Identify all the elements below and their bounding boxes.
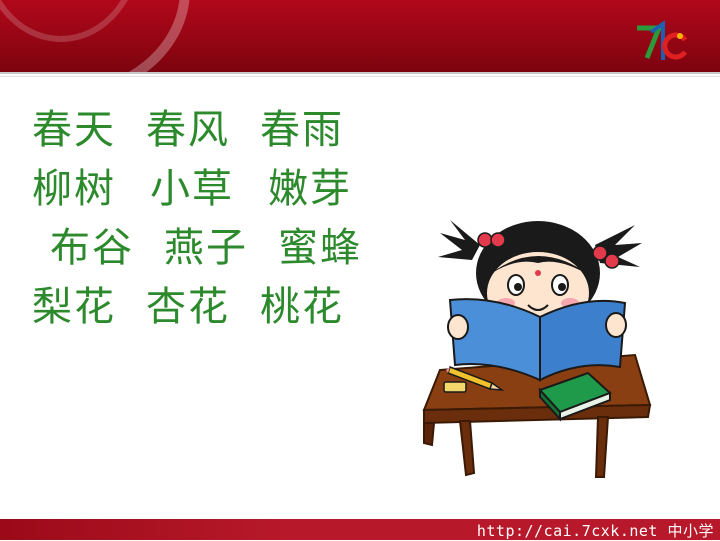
header-divider — [0, 72, 720, 74]
girl-reading-illustration — [422, 220, 652, 478]
header-band — [0, 0, 720, 72]
word-row: 柳树 小草 嫩芽 — [32, 165, 362, 224]
word: 春雨 — [260, 107, 344, 153]
word-row: 梨花 杏花 桃花 — [32, 283, 362, 342]
word: 春风 — [146, 107, 230, 153]
word: 小草 — [150, 166, 234, 212]
eraser — [443, 381, 467, 393]
open-book — [447, 298, 627, 382]
green-book — [538, 371, 612, 422]
header-divider-thin — [0, 76, 720, 77]
word: 春天 — [32, 107, 116, 153]
word: 蜜蜂 — [278, 225, 362, 271]
footer-url: http://cai.7cxk.net 中小学 — [476, 522, 714, 540]
hair-bows — [477, 232, 620, 269]
word: 燕子 — [164, 225, 248, 271]
word: 梨花 — [32, 284, 116, 330]
word: 柳树 — [32, 166, 116, 212]
word-row: 春天 春风 春雨 — [32, 106, 362, 165]
word: 布谷 — [50, 225, 134, 271]
pencil — [446, 366, 505, 391]
word: 桃花 — [260, 284, 344, 330]
word: 嫩芽 — [268, 166, 352, 212]
word: 杏花 — [146, 284, 230, 330]
7c-logo — [637, 20, 688, 60]
footer-band: http://cai.7cxk.net 中小学 — [0, 519, 720, 540]
vocabulary-list: 春天 春风 春雨 柳树 小草 嫩芽 布谷 燕子 蜜蜂 梨花 杏花 桃花 — [32, 106, 362, 342]
word-row: 布谷 燕子 蜜蜂 — [32, 224, 362, 283]
